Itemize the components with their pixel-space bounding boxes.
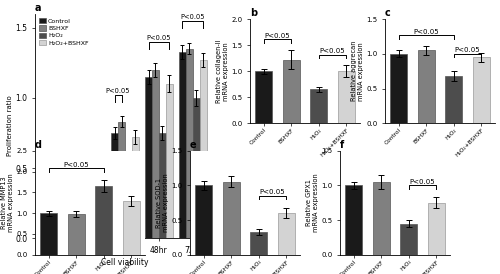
Y-axis label: Relative SOD-1
mRNA expression: Relative SOD-1 mRNA expression (156, 173, 169, 232)
Bar (186, 49, 193, 238)
Text: P<0.05: P<0.05 (260, 189, 285, 195)
Bar (159, 133, 166, 238)
Legend: Control, BSHXF, H₂O₂, H₂O₂+BSHXF: Control, BSHXF, H₂O₂, H₂O₂+BSHXF (38, 17, 90, 47)
Bar (50, 224, 57, 238)
Bar (418, 50, 435, 123)
Text: c: c (385, 8, 391, 18)
Bar (118, 122, 125, 238)
Bar (278, 213, 295, 255)
Bar (43, 224, 50, 238)
Bar (345, 185, 362, 255)
Bar (200, 60, 207, 238)
Bar (64, 224, 71, 238)
Bar (145, 77, 152, 238)
Bar (132, 137, 139, 238)
Text: a: a (35, 3, 42, 13)
Bar (91, 178, 98, 238)
Bar (77, 182, 84, 238)
Bar (250, 232, 268, 255)
Text: P<0.05: P<0.05 (106, 88, 130, 94)
Y-axis label: Relative collagen-II
mRNA expression: Relative collagen-II mRNA expression (216, 39, 229, 103)
X-axis label: Cell viability: Cell viability (101, 258, 149, 267)
Bar (400, 224, 417, 255)
Bar (179, 52, 186, 238)
Bar (68, 214, 85, 255)
Bar (40, 213, 57, 255)
Bar (111, 133, 118, 238)
Bar (282, 60, 300, 123)
Text: P<0.05: P<0.05 (264, 33, 290, 39)
Bar (338, 71, 355, 123)
Y-axis label: Relative aggrecan
mRNA expression: Relative aggrecan mRNA expression (351, 41, 364, 101)
Bar (372, 182, 390, 255)
Text: P<0.05: P<0.05 (320, 48, 345, 54)
Bar (195, 185, 212, 255)
Bar (390, 54, 407, 123)
Text: e: e (190, 140, 196, 150)
Text: f: f (340, 140, 344, 150)
Bar (125, 161, 132, 238)
Y-axis label: Relative GPX1
mRNA expression: Relative GPX1 mRNA expression (306, 173, 319, 232)
Bar (222, 182, 240, 255)
Text: b: b (250, 8, 257, 18)
Bar (98, 179, 105, 238)
Text: P<0.05: P<0.05 (64, 161, 89, 167)
Text: d: d (35, 140, 42, 150)
Bar (255, 71, 272, 123)
Y-axis label: Proliferation ratio: Proliferation ratio (7, 96, 13, 156)
Bar (193, 98, 200, 238)
Text: P<0.05: P<0.05 (410, 179, 436, 185)
Bar (445, 76, 462, 123)
Bar (166, 84, 173, 238)
Bar (57, 224, 64, 238)
Text: P<0.05: P<0.05 (146, 35, 171, 41)
Bar (84, 179, 91, 238)
Bar (473, 57, 490, 123)
Bar (123, 201, 140, 255)
Bar (428, 203, 445, 255)
Text: P<0.05: P<0.05 (180, 14, 205, 20)
Bar (310, 89, 328, 123)
Y-axis label: Relative MMP13
mRNA expression: Relative MMP13 mRNA expression (1, 173, 14, 232)
Bar (95, 186, 112, 255)
Text: P<0.05: P<0.05 (455, 47, 480, 53)
Text: P<0.05: P<0.05 (414, 28, 439, 35)
Bar (152, 70, 159, 238)
